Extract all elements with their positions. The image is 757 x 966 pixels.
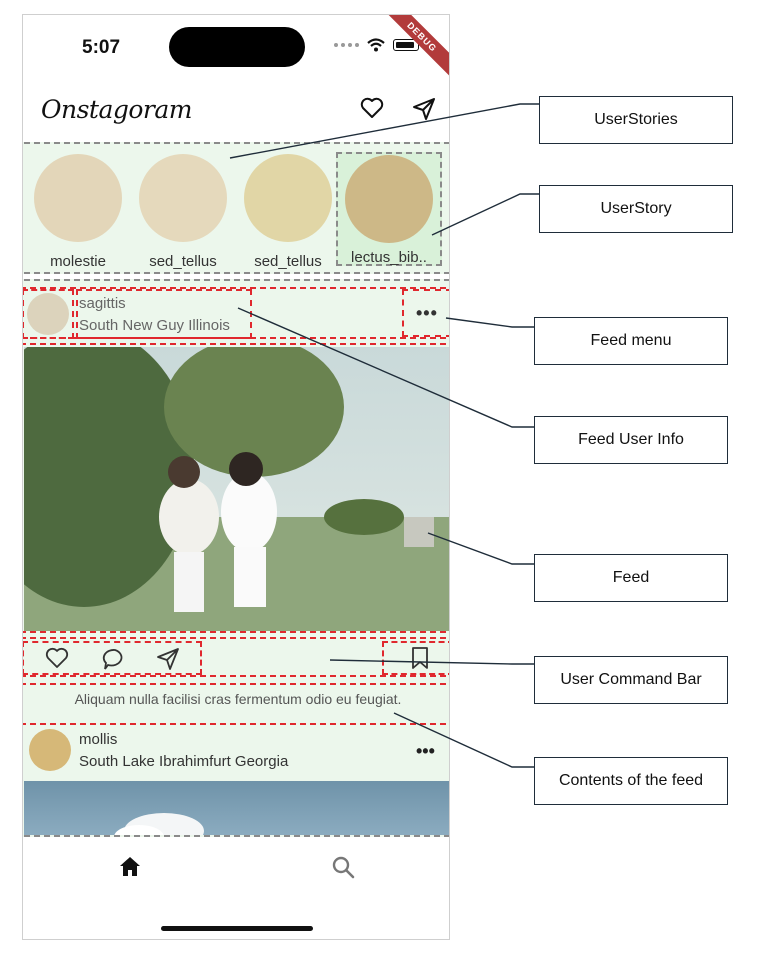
more-icon[interactable]: ••• bbox=[416, 741, 435, 761]
story-item[interactable]: molestie bbox=[33, 154, 123, 270]
story-item-highlighted[interactable]: lectus_bib.. bbox=[336, 152, 442, 266]
wifi-icon bbox=[367, 38, 385, 52]
status-icons bbox=[334, 38, 419, 52]
bookmark-outline bbox=[382, 641, 449, 675]
feed-region: sagittis South New Guy Illinois ••• bbox=[23, 279, 449, 837]
story-avatar bbox=[244, 154, 332, 242]
home-indicator bbox=[161, 926, 313, 931]
story-avatar bbox=[345, 155, 433, 243]
heart-icon[interactable] bbox=[360, 97, 384, 119]
feed-username[interactable]: mollis bbox=[79, 731, 118, 748]
comment-icon[interactable] bbox=[102, 647, 128, 671]
send-icon[interactable] bbox=[412, 97, 436, 121]
feed-contents-outline bbox=[23, 683, 449, 725]
callout-user-stories: UserStories bbox=[539, 96, 733, 144]
feed-location[interactable]: South New Guy Illinois bbox=[79, 317, 230, 334]
cellular-signal-icon bbox=[334, 43, 359, 47]
story-name: molestie bbox=[50, 253, 106, 270]
bookmark-icon[interactable] bbox=[411, 646, 429, 670]
feed-username[interactable]: sagittis bbox=[79, 295, 126, 312]
story-name: sed_tellus bbox=[149, 253, 217, 270]
story-name: lectus_bib.. bbox=[351, 249, 427, 266]
command-actions-outline bbox=[23, 641, 202, 675]
callout-feed-menu: Feed menu bbox=[534, 317, 728, 365]
feed-location[interactable]: South Lake Ibrahimfurt Georgia bbox=[79, 753, 289, 770]
avatar[interactable] bbox=[29, 729, 71, 771]
avatar[interactable] bbox=[27, 293, 69, 335]
command-bar-outline bbox=[23, 637, 449, 677]
phone-screen: 5:07 DEBUG Onstagoram molestie sed_tellu… bbox=[22, 14, 450, 940]
callout-user-command-bar: User Command Bar bbox=[534, 656, 728, 704]
story-item[interactable]: sed_tellus bbox=[138, 154, 228, 270]
user-stories-region: molestie sed_tellus sed_tellus lectus_bi… bbox=[23, 142, 449, 274]
story-item[interactable]: sed_tellus bbox=[243, 154, 333, 270]
feed-outline bbox=[23, 343, 449, 633]
dynamic-island bbox=[169, 27, 305, 67]
story-name: sed_tellus bbox=[254, 253, 322, 270]
photo-illustration bbox=[114, 813, 204, 835]
story-avatar bbox=[139, 154, 227, 242]
share-icon[interactable] bbox=[156, 647, 180, 671]
callout-contents-of-feed: Contents of the feed bbox=[534, 757, 728, 805]
search-icon[interactable] bbox=[331, 855, 355, 879]
avatar-outline bbox=[23, 289, 74, 339]
callout-feed-user-info: Feed User Info bbox=[534, 416, 728, 464]
home-icon[interactable] bbox=[118, 855, 142, 877]
more-icon[interactable]: ••• bbox=[416, 303, 438, 323]
like-icon[interactable] bbox=[45, 647, 69, 669]
story-avatar bbox=[34, 154, 122, 242]
feed-caption: Aliquam nulla facilisi cras fermentum od… bbox=[74, 691, 402, 707]
status-time: 5:07 bbox=[82, 37, 121, 58]
app-title: Onstagoram bbox=[41, 95, 193, 124]
callout-feed: Feed bbox=[534, 554, 728, 602]
callout-user-story: UserStory bbox=[539, 185, 733, 233]
feed-photo[interactable] bbox=[24, 781, 449, 835]
